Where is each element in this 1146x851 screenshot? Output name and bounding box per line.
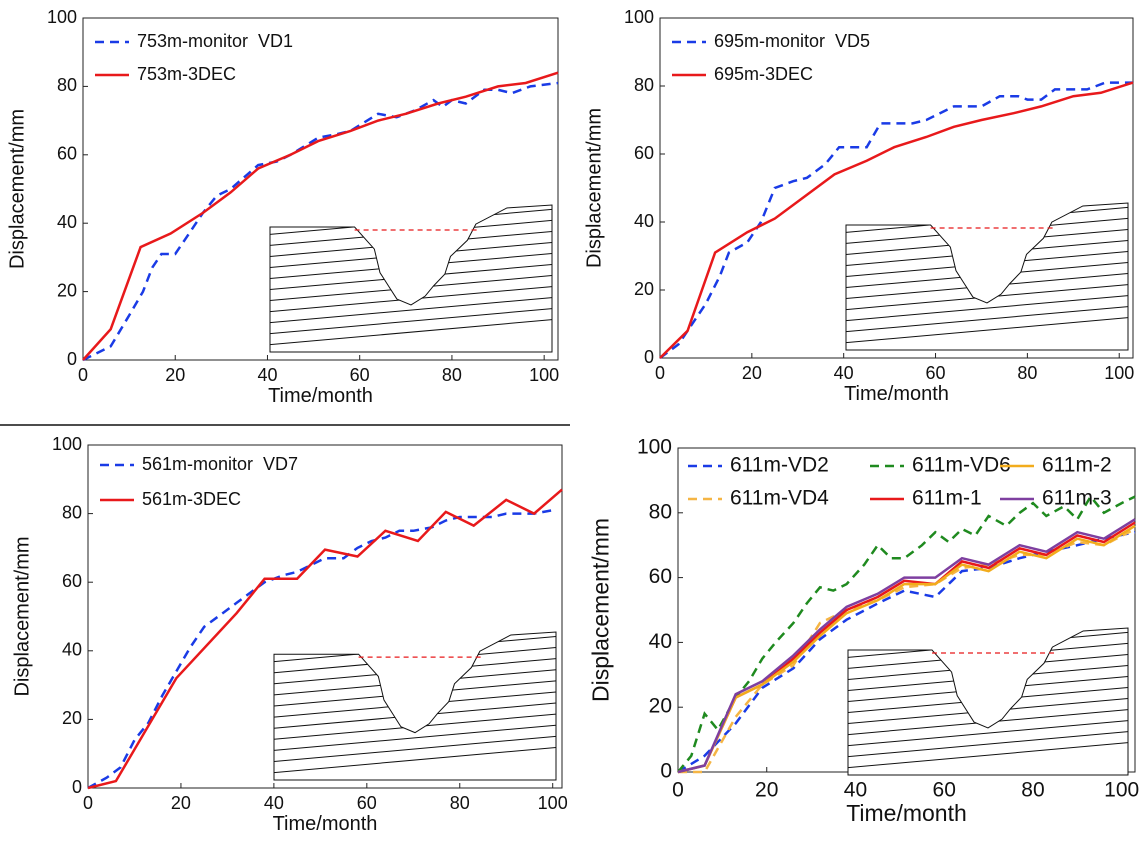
stratum-line <box>846 306 1128 333</box>
y-tick-label: 100 <box>624 7 654 27</box>
stratum-line <box>270 308 552 335</box>
stratum-line <box>274 724 556 751</box>
x-tick-label: 100 <box>1104 778 1139 801</box>
x-tick-label: 0 <box>655 363 665 383</box>
data-line <box>82 71 559 361</box>
x-tick-label: 100 <box>538 793 568 813</box>
y-tick-label: 0 <box>660 760 672 783</box>
x-axis-label: Time/month <box>844 383 949 405</box>
legend-label: 611m-1 <box>912 487 982 510</box>
legend-label: 695m-3DEC <box>714 64 813 84</box>
y-tick-label: 20 <box>634 279 654 299</box>
x-tick-label: 40 <box>844 778 867 801</box>
x-tick-label: 20 <box>755 778 778 801</box>
y-axis-label: Displacement/mm <box>587 518 613 702</box>
x-tick-label: 60 <box>933 778 956 801</box>
x-tick-label: 100 <box>1104 363 1134 383</box>
y-tick-label: 80 <box>62 502 82 522</box>
x-tick-label: 80 <box>1017 363 1037 383</box>
y-tick-label: 60 <box>634 143 654 163</box>
x-tick-label: 40 <box>264 793 284 813</box>
stratum-line <box>270 297 552 324</box>
x-tick-label: 80 <box>442 365 462 385</box>
data-line <box>677 524 1136 774</box>
y-tick-label: 0 <box>67 349 77 369</box>
y-tick-label: 80 <box>649 500 672 523</box>
legend-label: 561m-3DEC <box>142 489 241 509</box>
stratum-line <box>848 720 1128 747</box>
x-axis-label: Time/month <box>268 385 373 407</box>
data-line <box>677 530 1136 774</box>
x-tick-label: 40 <box>257 365 277 385</box>
y-axis-label: Displacement/mm <box>583 108 605 268</box>
y-tick-label: 20 <box>57 280 77 300</box>
x-tick-label: 0 <box>83 793 93 813</box>
legend-label: 611m-VD6 <box>912 454 1011 477</box>
y-tick-label: 40 <box>649 630 672 653</box>
x-tick-label: 0 <box>672 778 684 801</box>
x-tick-label: 20 <box>742 363 762 383</box>
data-line <box>87 488 563 790</box>
y-tick-label: 20 <box>649 695 672 718</box>
x-tick-label: 40 <box>834 363 854 383</box>
stratum-line <box>846 295 1128 322</box>
y-tick-label: 80 <box>634 75 654 95</box>
y-tick-label: 40 <box>62 640 82 660</box>
y-tick-label: 40 <box>634 211 654 231</box>
x-tick-label: 80 <box>1021 778 1044 801</box>
x-tick-label: 0 <box>78 365 88 385</box>
y-tick-label: 80 <box>57 75 77 95</box>
y-tick-label: 100 <box>47 7 77 27</box>
x-axis-label: Time/month <box>846 800 967 826</box>
legend-label: 561m-monitor VD7 <box>142 454 298 474</box>
data-line <box>677 494 1136 773</box>
y-tick-label: 100 <box>52 434 82 454</box>
legend-label: 611m-3 <box>1042 487 1112 510</box>
y-tick-label: 60 <box>57 144 77 164</box>
x-tick-label: 20 <box>171 793 191 813</box>
stratum-line <box>848 731 1128 758</box>
data-line <box>82 81 559 362</box>
stratum-line <box>274 746 556 774</box>
y-tick-label: 100 <box>637 436 672 459</box>
stratum-line <box>270 319 552 346</box>
legend-label: 611m-VD4 <box>730 487 829 510</box>
data-line <box>87 508 553 790</box>
y-tick-label: 20 <box>62 708 82 728</box>
x-axis-label: Time/month <box>273 813 378 835</box>
legend-label: 695m-monitor VD5 <box>714 31 870 51</box>
y-tick-label: 60 <box>649 565 672 588</box>
x-tick-label: 80 <box>450 793 470 813</box>
data-line <box>659 81 1134 359</box>
stratum-line <box>848 742 1128 769</box>
y-tick-label: 0 <box>644 347 654 367</box>
x-tick-label: 100 <box>529 365 559 385</box>
y-axis-label: Displacement/mm <box>11 536 33 696</box>
x-tick-label: 60 <box>350 365 370 385</box>
legend-label: 753m-monitor VD1 <box>137 31 293 51</box>
data-line <box>659 81 1133 360</box>
legend-label: 611m-2 <box>1042 454 1112 477</box>
x-tick-label: 20 <box>165 365 185 385</box>
y-tick-label: 60 <box>62 571 82 591</box>
data-line <box>677 518 1136 774</box>
y-tick-label: 0 <box>72 777 82 797</box>
y-axis-label: Displacement/mm <box>6 109 28 269</box>
stratum-line <box>846 317 1128 344</box>
y-tick-label: 40 <box>57 212 77 232</box>
x-tick-label: 60 <box>357 793 377 813</box>
legend-label: 611m-VD2 <box>730 454 829 477</box>
stratum-line <box>274 735 556 762</box>
legend-label: 753m-3DEC <box>137 64 236 84</box>
x-tick-label: 60 <box>926 363 946 383</box>
